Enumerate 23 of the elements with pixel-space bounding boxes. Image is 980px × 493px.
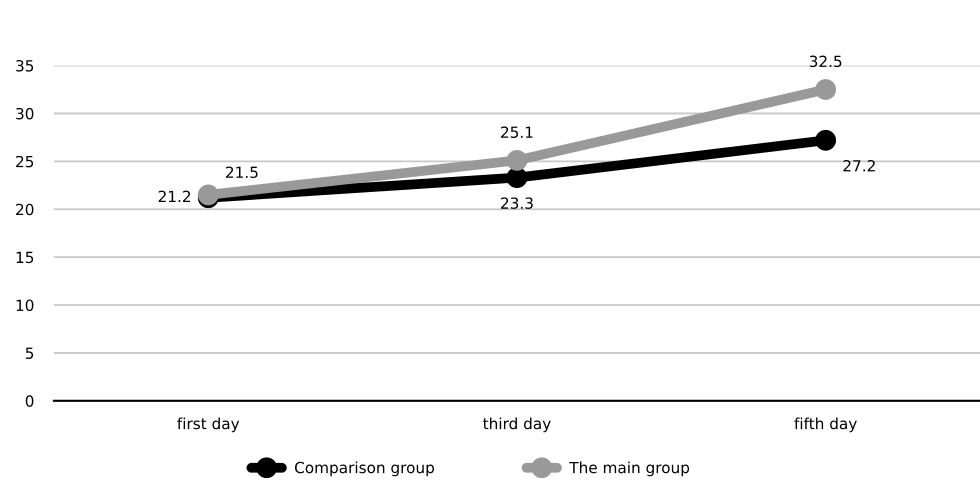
y-tick-label: 5 xyxy=(26,348,34,359)
x-tick-label: third day xyxy=(483,417,551,432)
y-tick-label: 35 xyxy=(16,60,34,72)
data-label: 32.5 xyxy=(810,56,842,68)
point xyxy=(815,130,836,151)
y-tick-label: 15 xyxy=(16,252,34,264)
data-label: 23.3 xyxy=(501,197,533,209)
point xyxy=(815,79,836,100)
x-tick-label: fifth day xyxy=(794,417,857,432)
data-label: 21.2 xyxy=(158,190,190,202)
legend-label: The main group xyxy=(569,461,690,476)
point xyxy=(506,150,528,171)
y-tick-label: 25 xyxy=(16,156,34,168)
y-tick-label: 20 xyxy=(16,204,34,216)
data-label: 21.5 xyxy=(226,166,258,178)
y-tick-label: 0 xyxy=(26,395,34,407)
y-tick-label: 10 xyxy=(16,299,34,312)
data-label: 25.1 xyxy=(501,126,533,138)
data-label: 27.2 xyxy=(843,160,875,172)
x-tick-label: first day xyxy=(177,417,240,432)
legend-label: Comparison group xyxy=(294,461,434,476)
y-tick-label: 30 xyxy=(16,108,34,120)
point xyxy=(506,167,528,188)
